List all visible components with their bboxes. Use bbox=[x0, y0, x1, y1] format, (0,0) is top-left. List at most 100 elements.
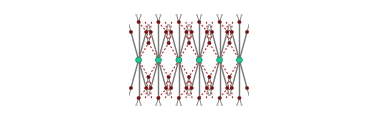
Circle shape bbox=[146, 29, 148, 31]
Circle shape bbox=[170, 84, 172, 86]
Circle shape bbox=[180, 104, 182, 106]
Circle shape bbox=[128, 24, 130, 26]
Circle shape bbox=[227, 89, 229, 91]
Circle shape bbox=[230, 30, 234, 34]
Circle shape bbox=[209, 94, 211, 96]
Circle shape bbox=[187, 41, 191, 45]
Circle shape bbox=[136, 57, 141, 63]
Circle shape bbox=[169, 24, 170, 26]
Circle shape bbox=[248, 94, 250, 96]
Circle shape bbox=[147, 41, 150, 45]
Circle shape bbox=[245, 86, 249, 90]
Circle shape bbox=[157, 96, 160, 100]
Circle shape bbox=[201, 14, 202, 16]
Circle shape bbox=[144, 30, 148, 34]
Circle shape bbox=[207, 89, 209, 91]
Circle shape bbox=[206, 34, 208, 36]
Circle shape bbox=[228, 41, 231, 45]
Circle shape bbox=[227, 29, 229, 31]
Circle shape bbox=[191, 84, 192, 86]
Circle shape bbox=[208, 94, 209, 96]
Circle shape bbox=[237, 57, 242, 63]
Circle shape bbox=[196, 104, 198, 106]
Circle shape bbox=[187, 29, 189, 31]
Circle shape bbox=[149, 86, 152, 90]
Circle shape bbox=[144, 86, 148, 90]
Circle shape bbox=[228, 94, 230, 96]
Circle shape bbox=[150, 34, 152, 36]
Circle shape bbox=[196, 14, 198, 16]
Circle shape bbox=[196, 57, 202, 63]
Circle shape bbox=[176, 104, 177, 106]
Circle shape bbox=[160, 104, 161, 106]
Circle shape bbox=[187, 75, 191, 79]
Circle shape bbox=[210, 89, 211, 91]
Circle shape bbox=[221, 14, 223, 16]
Circle shape bbox=[211, 84, 212, 86]
Circle shape bbox=[140, 104, 142, 106]
Circle shape bbox=[155, 14, 157, 16]
Circle shape bbox=[185, 86, 188, 90]
Circle shape bbox=[149, 89, 151, 91]
Circle shape bbox=[146, 84, 147, 86]
Circle shape bbox=[217, 104, 218, 106]
Circle shape bbox=[180, 14, 182, 16]
Circle shape bbox=[230, 86, 234, 90]
Circle shape bbox=[209, 24, 211, 26]
Circle shape bbox=[186, 84, 187, 86]
Circle shape bbox=[164, 86, 168, 90]
Circle shape bbox=[238, 96, 241, 100]
Circle shape bbox=[146, 34, 147, 36]
Circle shape bbox=[217, 57, 223, 63]
Circle shape bbox=[147, 24, 149, 26]
Circle shape bbox=[169, 29, 171, 31]
Circle shape bbox=[207, 29, 209, 31]
Circle shape bbox=[128, 94, 130, 96]
Circle shape bbox=[231, 34, 232, 36]
Circle shape bbox=[137, 20, 140, 24]
Circle shape bbox=[229, 24, 231, 26]
Circle shape bbox=[148, 24, 150, 26]
Circle shape bbox=[241, 14, 242, 16]
Circle shape bbox=[147, 75, 150, 79]
Circle shape bbox=[129, 30, 133, 34]
Circle shape bbox=[177, 96, 180, 100]
Circle shape bbox=[170, 34, 172, 36]
Circle shape bbox=[198, 96, 201, 100]
Circle shape bbox=[126, 89, 128, 91]
Circle shape bbox=[245, 30, 249, 34]
Circle shape bbox=[169, 94, 170, 96]
Circle shape bbox=[140, 14, 142, 16]
Circle shape bbox=[136, 14, 137, 16]
Circle shape bbox=[190, 30, 193, 34]
Circle shape bbox=[190, 86, 193, 90]
Circle shape bbox=[186, 34, 187, 36]
Circle shape bbox=[187, 94, 189, 96]
Circle shape bbox=[231, 84, 232, 86]
Circle shape bbox=[167, 41, 170, 45]
Circle shape bbox=[189, 94, 191, 96]
Circle shape bbox=[176, 57, 182, 63]
Circle shape bbox=[210, 29, 211, 31]
Circle shape bbox=[250, 89, 252, 91]
Circle shape bbox=[236, 104, 238, 106]
Circle shape bbox=[238, 20, 241, 24]
Circle shape bbox=[208, 41, 211, 45]
Circle shape bbox=[126, 29, 128, 31]
Circle shape bbox=[187, 24, 189, 26]
Circle shape bbox=[248, 24, 250, 26]
Circle shape bbox=[185, 30, 188, 34]
Circle shape bbox=[210, 30, 214, 34]
Circle shape bbox=[230, 29, 232, 31]
Circle shape bbox=[146, 89, 148, 91]
Circle shape bbox=[147, 94, 149, 96]
Circle shape bbox=[187, 89, 189, 91]
Circle shape bbox=[149, 29, 151, 31]
Circle shape bbox=[211, 34, 212, 36]
Circle shape bbox=[137, 96, 140, 100]
Circle shape bbox=[189, 89, 191, 91]
Circle shape bbox=[226, 86, 229, 90]
Circle shape bbox=[217, 14, 218, 16]
Circle shape bbox=[177, 20, 180, 24]
Circle shape bbox=[164, 30, 168, 34]
